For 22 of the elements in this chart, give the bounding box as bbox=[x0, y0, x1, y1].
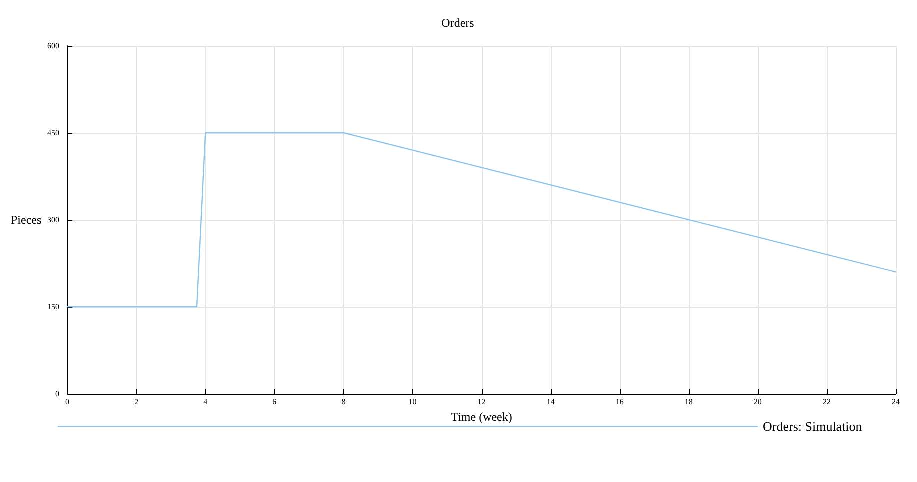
y-tick-label: 300 bbox=[48, 216, 60, 224]
y-tick-label: 450 bbox=[48, 128, 60, 138]
x-tick-label: 20 bbox=[754, 398, 762, 406]
x-tick-label: 6 bbox=[272, 398, 277, 406]
y-tick-label: 0 bbox=[56, 390, 60, 398]
x-tick-label: 0 bbox=[66, 398, 70, 406]
x-tick-label: 22 bbox=[822, 398, 831, 406]
x-tick-label: 2 bbox=[134, 398, 139, 406]
x-tick-label: 16 bbox=[616, 398, 624, 406]
x-tick-label: 4 bbox=[204, 398, 208, 406]
x-tick-label: 8 bbox=[342, 398, 346, 406]
x-tick-label: 10 bbox=[408, 398, 417, 406]
x-tick-label: 18 bbox=[684, 398, 693, 406]
x-tick-label: 24 bbox=[892, 398, 900, 406]
chart-title: Orders bbox=[442, 16, 475, 30]
x-axis-title: Time (week) bbox=[451, 410, 512, 424]
x-tick-label: 12 bbox=[478, 398, 486, 406]
y-tick-label: 150 bbox=[48, 302, 60, 312]
y-tick-label: 600 bbox=[48, 42, 60, 50]
y-axis-title: Pieces bbox=[11, 213, 42, 227]
x-tick-label: 14 bbox=[546, 398, 555, 406]
text: Orders: Simulation bbox=[763, 419, 863, 434]
